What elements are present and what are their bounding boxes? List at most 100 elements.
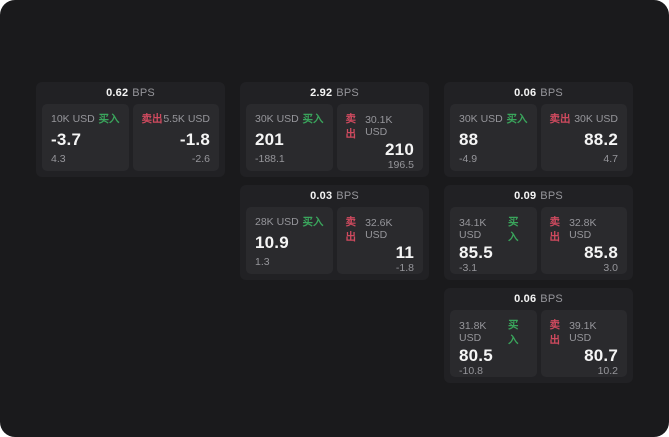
bps-value: 2.92 <box>310 87 333 99</box>
buy-side-label: 买入 <box>302 216 324 228</box>
sell-panel-header: 卖出 30.1K USD <box>346 111 415 141</box>
sell-delta: 196.5 <box>387 158 414 171</box>
quote-card: 0.62 BPS 10K USD 买入 -3.7 4.3 卖出 5.5K USD… <box>36 82 225 177</box>
sell-side-label: 卖出 <box>549 216 561 243</box>
buy-delta: -4.9 <box>459 153 478 165</box>
quote-panels: 30K USD 买入 88 -4.9 卖出 30K USD 88.2 4.7 <box>450 104 627 171</box>
buy-price: 88 <box>459 129 479 149</box>
sell-panel-header: 卖出 39.1K USD <box>550 317 619 347</box>
buy-panel-header: 10K USD 买入 <box>51 111 120 126</box>
quote-panels: 34.1K USD 买入 85.5 -3.1 卖出 32.8K USD 85.8… <box>450 207 627 274</box>
sell-panel[interactable]: 卖出 5.5K USD -1.8 -2.6 <box>132 104 219 171</box>
sell-price: -1.8 <box>179 129 210 149</box>
buy-panel[interactable]: 28K USD 买入 10.9 1.3 <box>246 207 333 274</box>
buy-panel[interactable]: 34.1K USD 买入 85.5 -3.1 <box>450 207 537 274</box>
quote-panels: 31.8K USD 买入 80.5 -10.8 卖出 39.1K USD 80.… <box>450 310 627 377</box>
buy-delta: -10.8 <box>459 364 483 377</box>
sell-side-label: 卖出 <box>141 113 163 125</box>
bps-unit-label: BPS <box>540 190 563 202</box>
sell-amount: 30K USD <box>574 112 618 125</box>
bps-header: 0.06 BPS <box>444 288 633 310</box>
buy-panel[interactable]: 31.8K USD 买入 80.5 -10.8 <box>450 310 537 377</box>
sell-side-label: 卖出 <box>549 319 561 346</box>
buy-price: -3.7 <box>51 129 82 149</box>
buy-delta: 4.3 <box>51 153 66 165</box>
quote-card: 0.03 BPS 28K USD 买入 10.9 1.3 卖出 32.6K US… <box>240 185 429 280</box>
bps-header: 2.92 BPS <box>240 82 429 104</box>
sell-panel-header: 卖出 5.5K USD <box>142 111 211 126</box>
sell-panel[interactable]: 卖出 30.1K USD 210 196.5 <box>336 104 423 171</box>
buy-side-label: 买入 <box>302 113 324 125</box>
sell-amount: 30.1K USD <box>365 114 393 138</box>
buy-price: 80.5 <box>459 346 493 365</box>
sell-price: 11 <box>395 243 414 262</box>
sell-price: 80.7 <box>584 346 618 365</box>
sell-amount: 39.1K USD <box>569 320 597 344</box>
sell-price: 210 <box>385 140 414 159</box>
sell-panel-header: 卖出 32.6K USD <box>346 214 415 244</box>
sell-amount: 5.5K USD <box>163 112 210 125</box>
buy-price: 85.5 <box>459 243 493 262</box>
buy-amount: 30K USD <box>459 112 503 125</box>
buy-side-label: 买入 <box>98 113 120 125</box>
quote-card: 0.09 BPS 34.1K USD 买入 85.5 -3.1 卖出 32.8K… <box>444 185 633 280</box>
buy-amount: 10K USD <box>51 112 95 125</box>
bps-value: 0.09 <box>514 190 537 202</box>
bps-header: 0.06 BPS <box>444 82 633 104</box>
buy-panel-header: 30K USD 买入 <box>255 111 324 126</box>
sell-side-label: 卖出 <box>345 216 357 243</box>
buy-panel[interactable]: 30K USD 买入 88 -4.9 <box>450 104 537 171</box>
sell-amount: 32.6K USD <box>365 217 393 241</box>
bps-value: 0.62 <box>106 87 129 99</box>
buy-delta: 1.3 <box>255 256 270 268</box>
buy-side-label: 买入 <box>507 216 519 243</box>
sell-delta: 10.2 <box>597 364 618 377</box>
buy-delta: -3.1 <box>459 261 478 274</box>
quote-panels: 10K USD 买入 -3.7 4.3 卖出 5.5K USD -1.8 -2.… <box>42 104 219 171</box>
sell-price: 85.8 <box>584 243 618 262</box>
bps-unit-label: BPS <box>540 293 563 305</box>
bps-header: 0.09 BPS <box>444 185 633 207</box>
sell-panel[interactable]: 卖出 39.1K USD 80.7 10.2 <box>540 310 627 377</box>
quote-card: 0.06 BPS 31.8K USD 买入 80.5 -10.8 卖出 39.1… <box>444 288 633 383</box>
buy-amount: 34.1K USD <box>459 217 487 241</box>
quote-card: 2.92 BPS 30K USD 买入 201 -188.1 卖出 30.1K … <box>240 82 429 177</box>
buy-panel[interactable]: 30K USD 买入 201 -188.1 <box>246 104 333 171</box>
sell-panel[interactable]: 卖出 30K USD 88.2 4.7 <box>540 104 627 171</box>
sell-delta: 3.0 <box>603 261 618 274</box>
bps-unit-label: BPS <box>336 87 359 99</box>
sell-panel[interactable]: 卖出 32.8K USD 85.8 3.0 <box>540 207 627 274</box>
buy-panel-header: 34.1K USD 买入 <box>459 214 528 244</box>
buy-panel-header: 28K USD 买入 <box>255 214 324 229</box>
buy-panel-header: 30K USD 买入 <box>459 111 528 126</box>
sell-panel[interactable]: 卖出 32.6K USD 11 -1.8 <box>336 207 423 274</box>
buy-price: 201 <box>255 129 284 149</box>
bps-value: 0.03 <box>310 190 333 202</box>
buy-amount: 28K USD <box>255 215 299 228</box>
bps-unit-label: BPS <box>336 190 359 202</box>
bps-value: 0.06 <box>514 87 537 99</box>
quote-card-grid: 0.62 BPS 10K USD 买入 -3.7 4.3 卖出 5.5K USD… <box>36 82 633 383</box>
buy-delta: -188.1 <box>255 153 285 165</box>
buy-price: 10.9 <box>255 232 289 252</box>
sell-panel-header: 卖出 30K USD <box>550 111 619 126</box>
quote-panels: 28K USD 买入 10.9 1.3 卖出 32.6K USD 11 -1.8 <box>246 207 423 274</box>
sell-side-label: 卖出 <box>345 113 357 140</box>
quote-panels: 30K USD 买入 201 -188.1 卖出 30.1K USD 210 1… <box>246 104 423 171</box>
quote-card: 0.06 BPS 30K USD 买入 88 -4.9 卖出 30K USD 8… <box>444 82 633 177</box>
sell-panel-header: 卖出 32.8K USD <box>550 214 619 244</box>
bps-unit-label: BPS <box>540 87 563 99</box>
buy-side-label: 买入 <box>506 113 528 125</box>
buy-panel[interactable]: 10K USD 买入 -3.7 4.3 <box>42 104 129 171</box>
sell-delta: -1.8 <box>395 261 414 274</box>
bps-header: 0.03 BPS <box>240 185 429 207</box>
sell-price: 88.2 <box>584 129 618 149</box>
bps-value: 0.06 <box>514 293 537 305</box>
sell-delta: 4.7 <box>603 153 618 165</box>
buy-side-label: 买入 <box>507 319 519 346</box>
buy-amount: 30K USD <box>255 112 299 125</box>
buy-panel-header: 31.8K USD 买入 <box>459 317 528 347</box>
bps-unit-label: BPS <box>132 87 155 99</box>
buy-amount: 31.8K USD <box>459 320 487 344</box>
